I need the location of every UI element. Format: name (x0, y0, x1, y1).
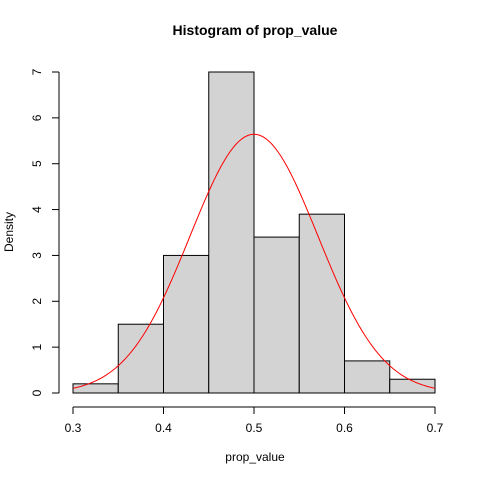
y-axis-label: Density (2, 212, 16, 252)
x-axis: 0.3 0.4 0.5 0.6 0.7 (65, 406, 444, 435)
chart-title: Histogram of prop_value (173, 22, 338, 38)
histogram-bar (208, 71, 255, 394)
y-tick-label: 4 (30, 206, 44, 213)
histogram-bar (72, 383, 119, 394)
x-tick-label: 0.5 (246, 421, 263, 435)
histogram-bar (253, 236, 300, 394)
y-tick-label: 7 (30, 68, 44, 75)
x-tick-label: 0.3 (65, 421, 82, 435)
histogram-bar (298, 213, 345, 394)
x-tick-label: 0.4 (155, 421, 172, 435)
x-axis-label: prop_value (225, 450, 285, 464)
histogram-bar (344, 360, 391, 394)
density-curve (72, 133, 436, 389)
y-tick-label: 5 (30, 160, 44, 167)
y-axis: 0 1 2 3 4 5 6 7 (30, 68, 60, 396)
histogram-bar (389, 378, 436, 394)
y-tick-label: 3 (30, 252, 44, 259)
x-tick-label: 0.6 (336, 421, 353, 435)
x-tick-label: 0.7 (427, 421, 444, 435)
y-tick-label: 2 (30, 298, 44, 305)
y-tick-label: 0 (30, 389, 44, 396)
histogram-bar (163, 254, 210, 394)
y-tick-label: 1 (30, 343, 44, 350)
y-tick-label: 6 (30, 114, 44, 121)
bars-group (72, 71, 436, 394)
